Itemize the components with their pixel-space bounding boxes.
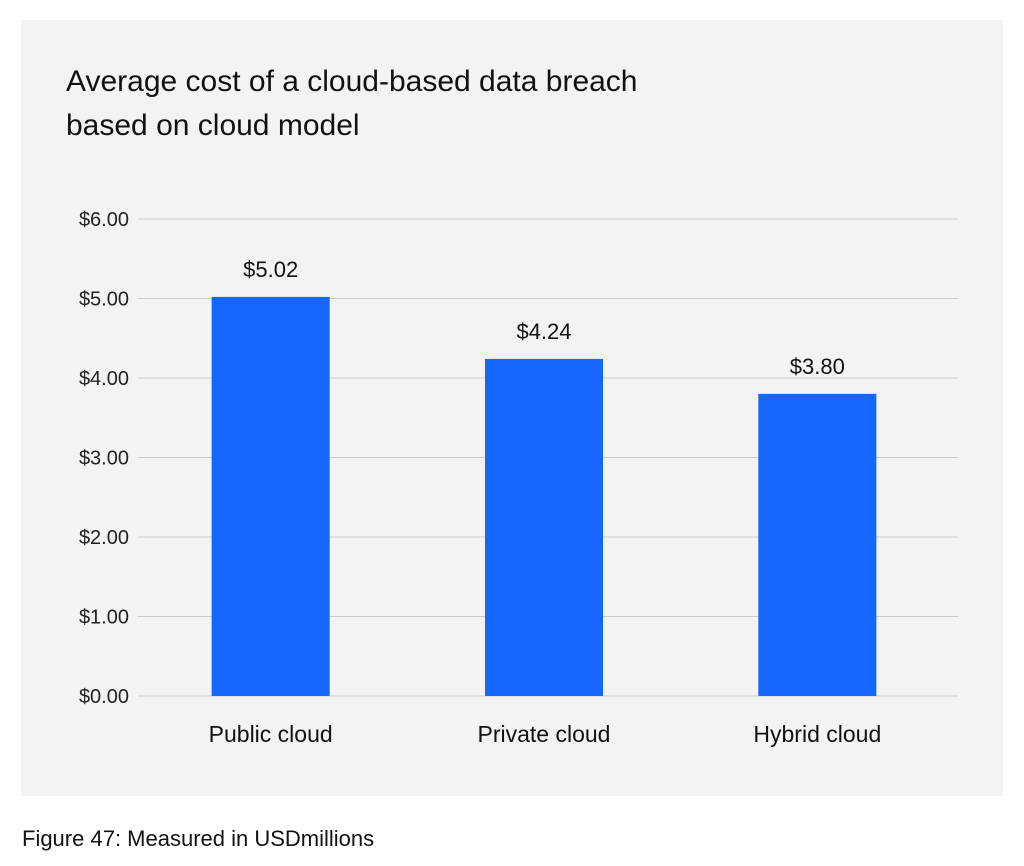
chart-title: Average cost of a cloud-based data breac… [66,60,786,148]
y-tick-label: $2.00 [79,527,129,549]
figure-caption: Figure 47: Measured in USDmillions [22,826,375,851]
y-tick-label: $1.00 [79,607,129,629]
bar [485,358,603,696]
y-tick-label: $3.00 [79,448,129,470]
y-tick-label: $6.00 [79,209,129,231]
x-category-label: Private cloud [478,721,611,747]
x-category-label: Hybrid cloud [753,721,881,747]
y-tick-label: $4.00 [79,368,129,390]
bar [211,296,330,696]
y-tick-label: $0.00 [79,686,129,708]
data-label: $3.80 [790,354,845,379]
chart-title-line-2: based on cloud model [66,109,360,142]
chart-title-line-1: Average cost of a cloud-based data breac… [66,65,638,98]
chart-panel: Average cost of a cloud-based data breac… [21,20,1003,796]
y-tick-label: $5.00 [79,289,129,311]
bar-chart: $0.00 $1.00 $2.00 $3.00 $4.00 $5.00 $6.00 $5.02… [79,209,958,747]
bar [758,393,877,696]
x-category-label: Public cloud [209,721,333,747]
data-label: $4.24 [516,319,571,344]
data-label: $5.02 [243,257,298,282]
